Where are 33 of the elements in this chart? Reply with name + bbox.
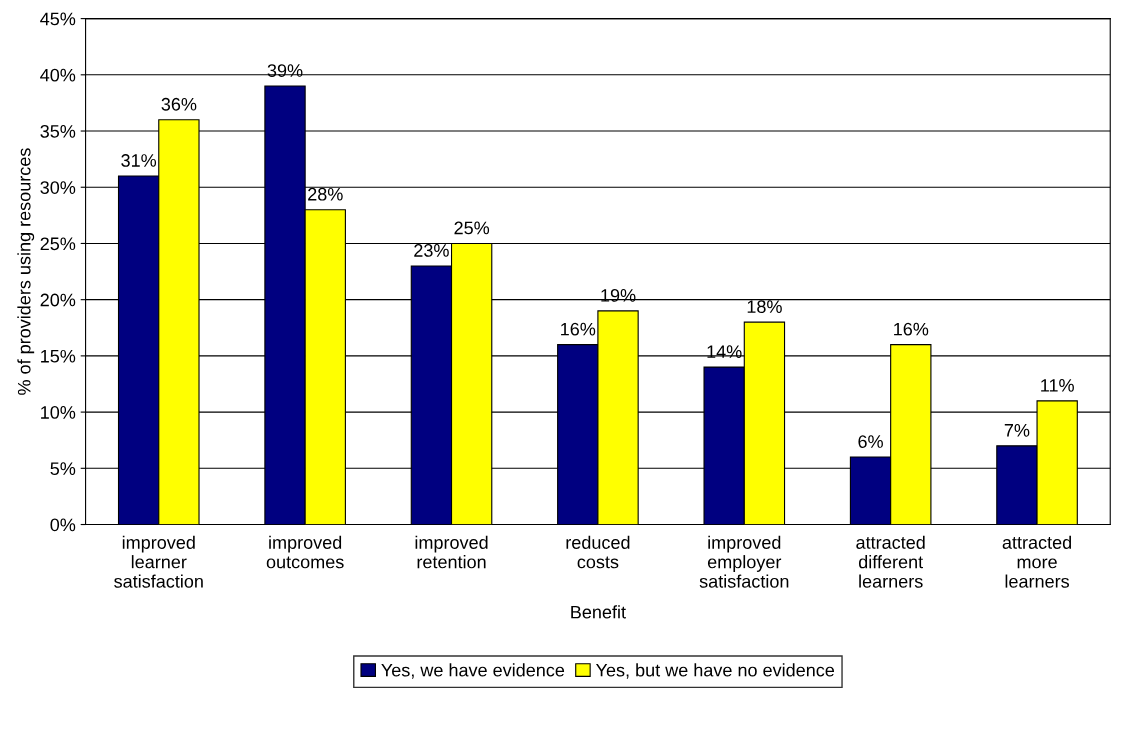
legend-label: Yes, but we have no evidence — [595, 663, 835, 679]
y-tick-label: 15% — [41, 349, 76, 363]
x-tick-label: attracted more learners — [1002, 535, 1072, 588]
x-tick-label: improved learner satisfaction — [114, 535, 203, 588]
legend-label: Yes, we have evidence — [381, 663, 565, 679]
data-label: 16% — [561, 322, 596, 336]
x-tick-label: improved employer satisfaction — [699, 535, 789, 588]
y-tick-label: 35% — [40, 124, 76, 138]
data-label: 18% — [747, 300, 782, 314]
x-tick-label: improved outcomes — [266, 535, 344, 569]
y-tick-label: 30% — [40, 181, 76, 194]
data-label: 31% — [121, 154, 157, 167]
data-label: 11% — [1041, 379, 1074, 392]
x-axis-title: Benefit — [571, 605, 626, 619]
data-label: 28% — [308, 187, 343, 201]
y-tick-label: 45% — [40, 12, 76, 26]
data-label: 7% — [1004, 423, 1030, 437]
data-label: 6% — [858, 435, 883, 448]
y-tick-label: 5% — [50, 462, 76, 476]
data-label: 39% — [267, 64, 303, 77]
x-tick-label: attracted different learners — [856, 535, 925, 588]
y-tick-label: 10% — [41, 406, 76, 419]
y-tick-label: 20% — [40, 293, 76, 307]
data-label: 16% — [894, 322, 929, 336]
y-axis-title: % of providers using resources — [17, 148, 35, 395]
x-tick-label: reduced costs — [566, 535, 630, 569]
y-tick-label: 40% — [40, 68, 76, 82]
data-label: 23% — [414, 244, 449, 257]
y-tick-label: 0% — [50, 518, 76, 532]
y-tick-label: 25% — [40, 237, 76, 251]
data-label: 25% — [454, 221, 490, 235]
data-label: 36% — [161, 97, 197, 111]
x-tick-label: improved retention — [415, 535, 488, 569]
